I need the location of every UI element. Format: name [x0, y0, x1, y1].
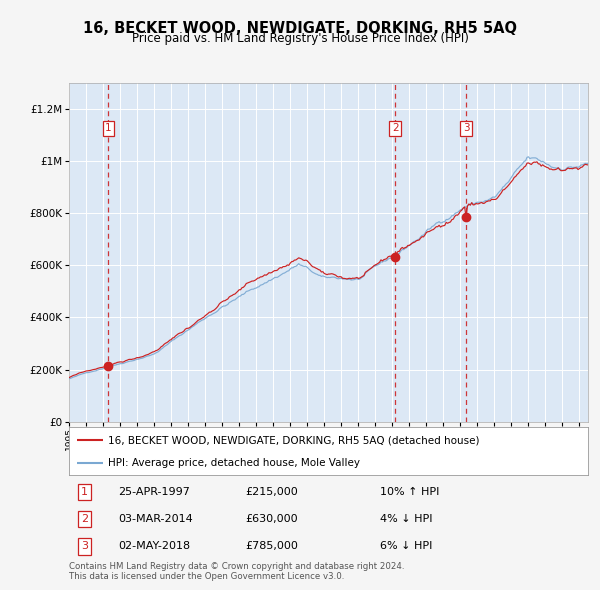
Text: £785,000: £785,000 [245, 542, 298, 552]
Text: £215,000: £215,000 [245, 487, 298, 497]
Text: 16, BECKET WOOD, NEWDIGATE, DORKING, RH5 5AQ (detached house): 16, BECKET WOOD, NEWDIGATE, DORKING, RH5… [108, 435, 479, 445]
Text: 3: 3 [463, 123, 469, 133]
Text: £630,000: £630,000 [245, 514, 298, 525]
Text: This data is licensed under the Open Government Licence v3.0.: This data is licensed under the Open Gov… [69, 572, 344, 581]
Text: 2: 2 [81, 514, 88, 525]
Text: 02-MAY-2018: 02-MAY-2018 [118, 542, 190, 552]
Text: 1: 1 [105, 123, 112, 133]
Text: 2: 2 [392, 123, 398, 133]
Text: Price paid vs. HM Land Registry's House Price Index (HPI): Price paid vs. HM Land Registry's House … [131, 32, 469, 45]
Text: 1: 1 [81, 487, 88, 497]
Text: 4% ↓ HPI: 4% ↓ HPI [380, 514, 433, 525]
Text: 25-APR-1997: 25-APR-1997 [118, 487, 190, 497]
Text: HPI: Average price, detached house, Mole Valley: HPI: Average price, detached house, Mole… [108, 458, 360, 468]
Text: 6% ↓ HPI: 6% ↓ HPI [380, 542, 433, 552]
Text: Contains HM Land Registry data © Crown copyright and database right 2024.: Contains HM Land Registry data © Crown c… [69, 562, 404, 571]
Text: 03-MAR-2014: 03-MAR-2014 [118, 514, 193, 525]
Text: 10% ↑ HPI: 10% ↑ HPI [380, 487, 440, 497]
Text: 16, BECKET WOOD, NEWDIGATE, DORKING, RH5 5AQ: 16, BECKET WOOD, NEWDIGATE, DORKING, RH5… [83, 21, 517, 35]
Text: 3: 3 [81, 542, 88, 552]
